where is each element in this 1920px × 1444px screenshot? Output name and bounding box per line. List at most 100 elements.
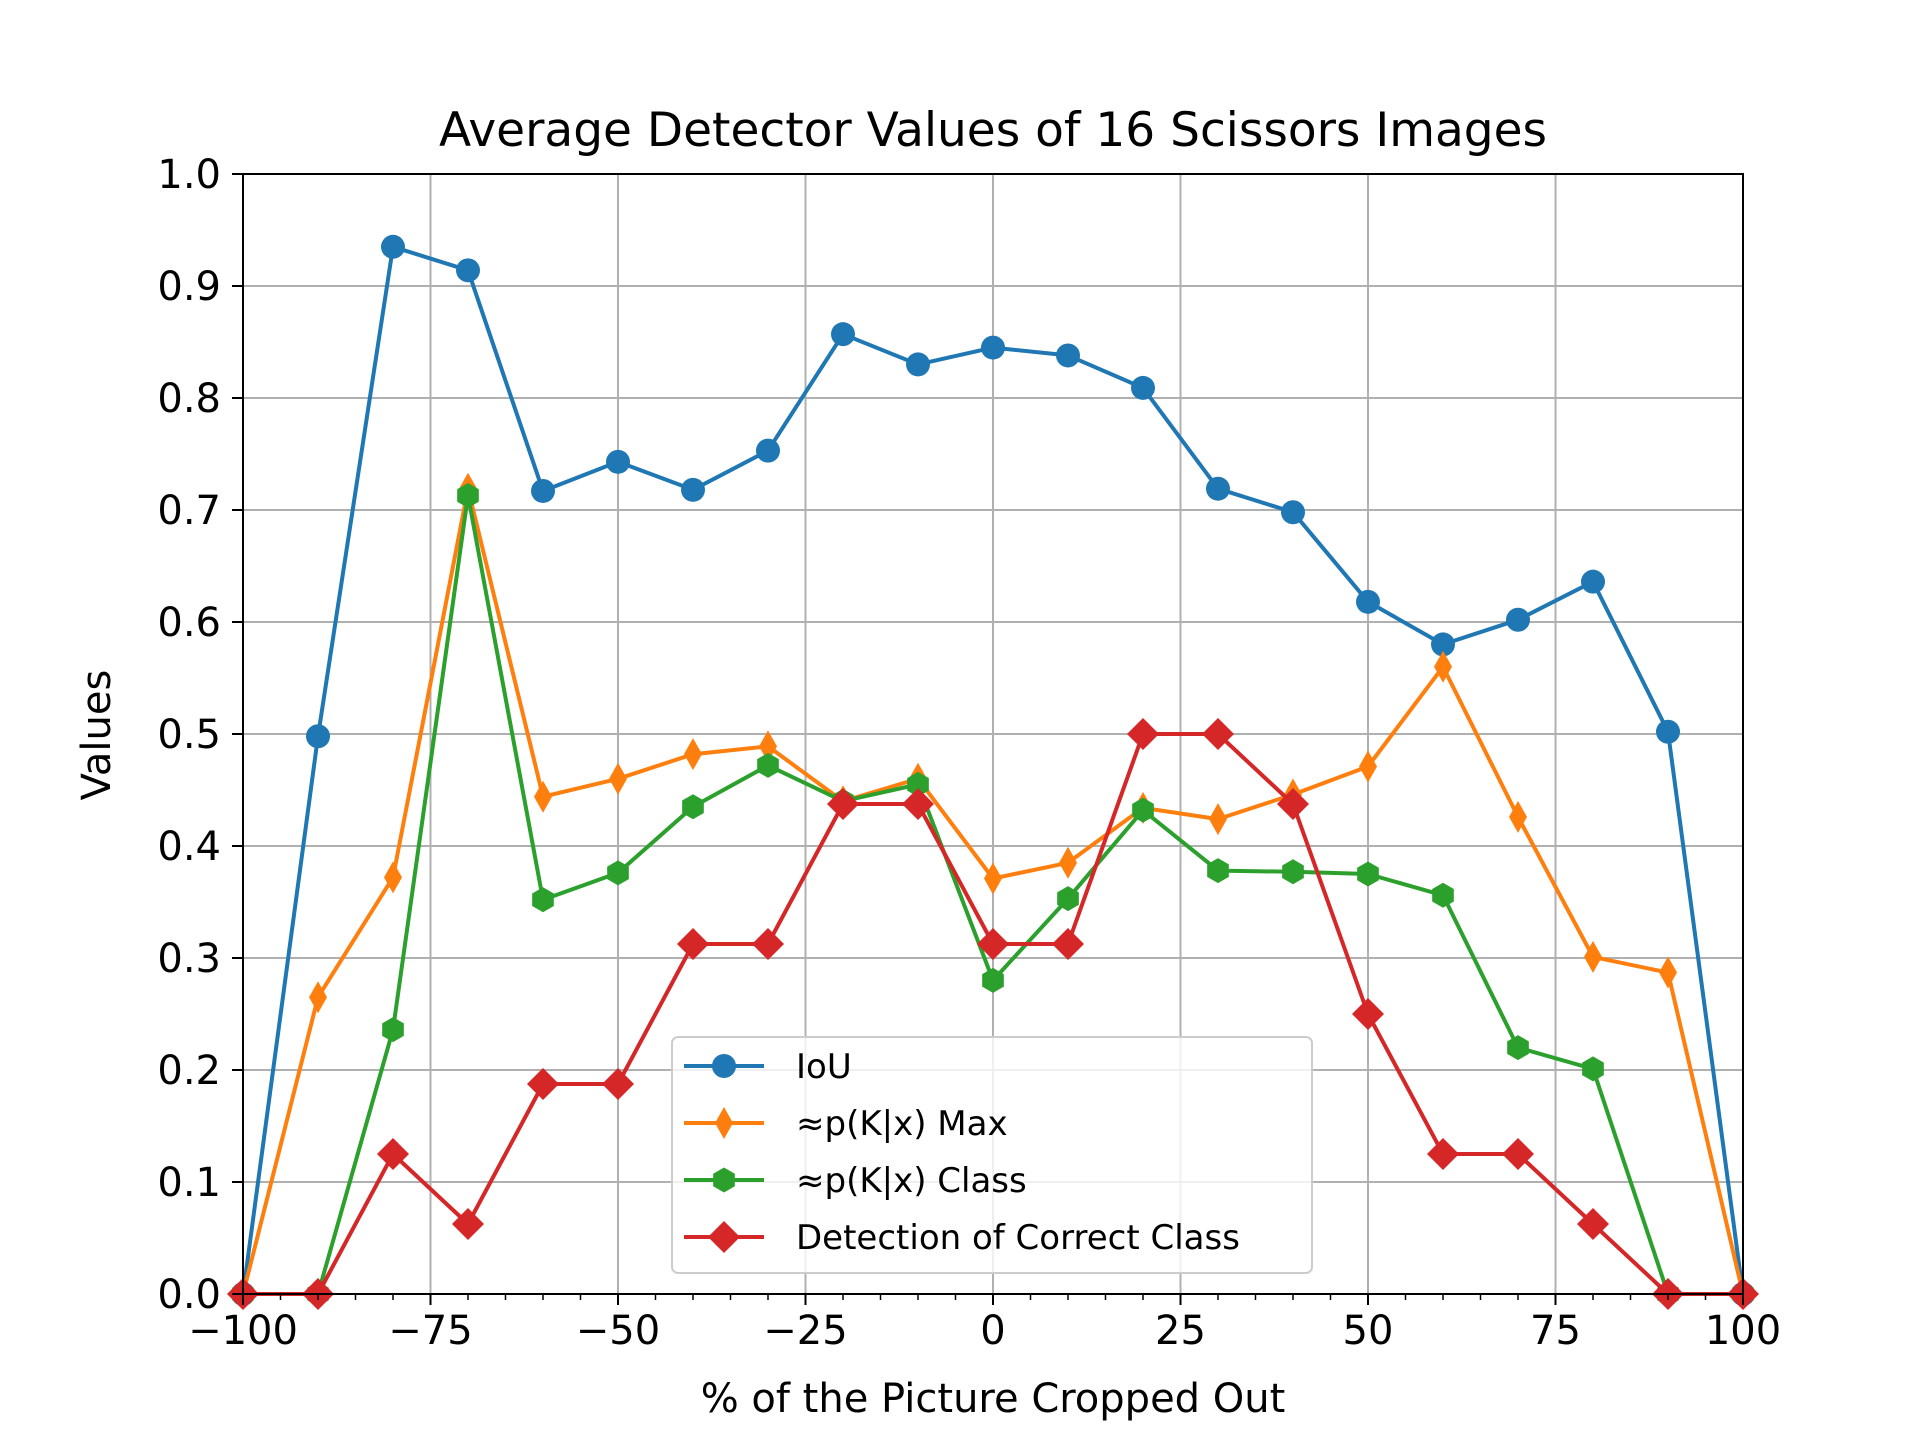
data-point bbox=[381, 234, 405, 259]
data-point bbox=[527, 1068, 559, 1100]
legend-box bbox=[671, 1036, 1313, 1274]
data-point bbox=[607, 860, 629, 886]
y-axis-label: Values bbox=[74, 670, 120, 801]
data-point bbox=[682, 794, 704, 820]
data-point bbox=[1202, 718, 1234, 750]
data-point bbox=[677, 928, 709, 960]
legend-label: ≈p(K|x) Class bbox=[796, 1161, 1027, 1201]
legend-label: ≈p(K|x) Max bbox=[796, 1104, 1008, 1144]
data-point bbox=[1057, 886, 1079, 912]
legend: IoU ≈p(K|x) Max ≈p(K|x) Class Detection of … bbox=[671, 1036, 1313, 1274]
data-point bbox=[1132, 797, 1154, 823]
chart-title: Average Detector Values of 16 Scissors I… bbox=[439, 103, 1547, 158]
data-point bbox=[1207, 858, 1229, 884]
data-point bbox=[1509, 800, 1527, 833]
data-point bbox=[1577, 1208, 1609, 1240]
legend-item: ≈p(K|x) Class bbox=[684, 1161, 1027, 1201]
data-point bbox=[1656, 719, 1680, 744]
data-point bbox=[752, 928, 784, 960]
data-point bbox=[684, 738, 702, 771]
x-tick-label: 50 bbox=[1343, 1308, 1394, 1354]
legend-marker bbox=[708, 1221, 740, 1253]
y-tick-label: 0.7 bbox=[157, 488, 221, 534]
data-point bbox=[977, 928, 1009, 960]
data-point bbox=[1356, 589, 1380, 614]
x-tick-label: −50 bbox=[576, 1308, 660, 1354]
data-point bbox=[827, 788, 859, 820]
data-point bbox=[609, 762, 627, 795]
data-point bbox=[1209, 803, 1227, 836]
data-point bbox=[1206, 476, 1230, 501]
data-point bbox=[456, 258, 480, 283]
data-point bbox=[756, 438, 780, 463]
data-point bbox=[1506, 607, 1530, 632]
data-point bbox=[1352, 998, 1384, 1030]
x-tick-label: −100 bbox=[188, 1308, 298, 1354]
y-tick-label: 0.2 bbox=[157, 1048, 221, 1094]
data-point bbox=[757, 752, 779, 778]
data-point bbox=[457, 482, 479, 508]
data-point bbox=[1582, 1056, 1604, 1082]
data-point bbox=[1507, 1035, 1529, 1061]
data-point bbox=[531, 478, 555, 503]
data-point bbox=[1127, 718, 1159, 750]
x-tick-label: 25 bbox=[1155, 1308, 1206, 1354]
x-axis-label: % of the Picture Cropped Out bbox=[701, 1376, 1286, 1422]
y-tick-label: 0.3 bbox=[157, 936, 221, 982]
data-point bbox=[309, 981, 327, 1014]
y-tick-label: 0.9 bbox=[157, 264, 221, 310]
series-layer bbox=[227, 234, 1759, 1310]
data-point bbox=[1052, 928, 1084, 960]
legend-label: Detection of Correct Class bbox=[796, 1218, 1240, 1258]
legend-label: IoU bbox=[796, 1047, 852, 1087]
data-point bbox=[1281, 500, 1305, 525]
data-point bbox=[377, 1138, 409, 1170]
data-point bbox=[382, 1017, 404, 1043]
data-point bbox=[831, 322, 855, 347]
data-point bbox=[1432, 882, 1454, 908]
data-point bbox=[1434, 650, 1452, 683]
y-tick-label: 1.0 bbox=[157, 152, 221, 198]
x-tick-label: 75 bbox=[1530, 1308, 1581, 1354]
y-tick-label: 0.0 bbox=[157, 1272, 221, 1318]
data-point bbox=[1056, 343, 1080, 368]
data-point bbox=[1427, 1138, 1459, 1170]
data-point bbox=[602, 1068, 634, 1100]
data-point bbox=[534, 780, 552, 813]
data-point bbox=[902, 788, 934, 820]
data-point bbox=[1282, 859, 1304, 885]
data-point bbox=[1584, 940, 1602, 973]
data-point bbox=[452, 1208, 484, 1240]
legend-item: ≈p(K|x) Max bbox=[684, 1104, 1008, 1144]
data-point bbox=[759, 730, 777, 763]
legend-item: Detection of Correct Class bbox=[684, 1218, 1240, 1258]
y-tick-label: 0.5 bbox=[157, 712, 221, 758]
x-tick-label: −75 bbox=[388, 1308, 472, 1354]
data-point bbox=[681, 477, 705, 502]
legend-marker bbox=[712, 1054, 736, 1078]
data-point bbox=[1277, 788, 1309, 820]
y-tick-label: 0.6 bbox=[157, 600, 221, 646]
data-point bbox=[981, 335, 1005, 360]
legend-marker bbox=[715, 1107, 733, 1139]
y-tick-label: 0.4 bbox=[157, 824, 221, 870]
legend-marker bbox=[713, 1167, 735, 1193]
axis-ticks: −100 −75 −50 −25 0 25 50 75 100 0.0 0.1 0.2 0.3 0.4 0.… bbox=[157, 152, 1781, 1354]
y-tick-label: 0.1 bbox=[157, 1160, 221, 1206]
data-point bbox=[982, 967, 1004, 993]
data-point bbox=[606, 449, 630, 474]
data-point bbox=[1581, 569, 1605, 594]
data-point bbox=[1059, 846, 1077, 879]
x-tick-label: 100 bbox=[1705, 1308, 1781, 1354]
data-point bbox=[1431, 632, 1455, 657]
data-point bbox=[1359, 750, 1377, 783]
data-point bbox=[532, 887, 554, 913]
x-tick-label: −25 bbox=[763, 1308, 847, 1354]
data-point bbox=[1357, 861, 1379, 887]
data-point bbox=[384, 861, 402, 894]
data-point bbox=[1659, 956, 1677, 989]
data-point bbox=[984, 862, 1002, 895]
data-point bbox=[306, 724, 330, 749]
y-tick-label: 0.8 bbox=[157, 376, 221, 422]
